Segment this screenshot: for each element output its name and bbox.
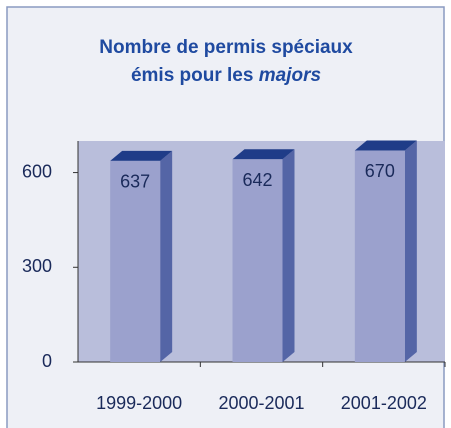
bar-side: [282, 149, 295, 362]
chart-title: Nombre de permis spéciaux: [99, 37, 353, 58]
value-label: 642: [242, 170, 272, 190]
value-label: 637: [120, 172, 150, 192]
x-tick-label: 2001-2002: [341, 393, 427, 413]
title-part: émis pour les: [131, 65, 254, 86]
bar-side: [160, 150, 173, 362]
chart-title: émis pour les majors: [131, 65, 321, 86]
bar: [232, 159, 283, 362]
bar: [110, 160, 161, 362]
bar-top: [232, 149, 295, 160]
x-tick-label: 1999-2000: [96, 393, 182, 413]
bar-top: [110, 150, 173, 161]
x-tick-label: 2000-2001: [218, 393, 304, 413]
title-part: majors: [259, 65, 321, 86]
y-tick-label: 300: [22, 256, 52, 276]
value-label: 670: [365, 161, 395, 181]
y-tick-label: 600: [22, 161, 52, 181]
bar-side: [404, 140, 417, 362]
y-tick-label: 0: [42, 351, 52, 371]
bar-top: [354, 140, 417, 151]
bar: [354, 150, 405, 362]
